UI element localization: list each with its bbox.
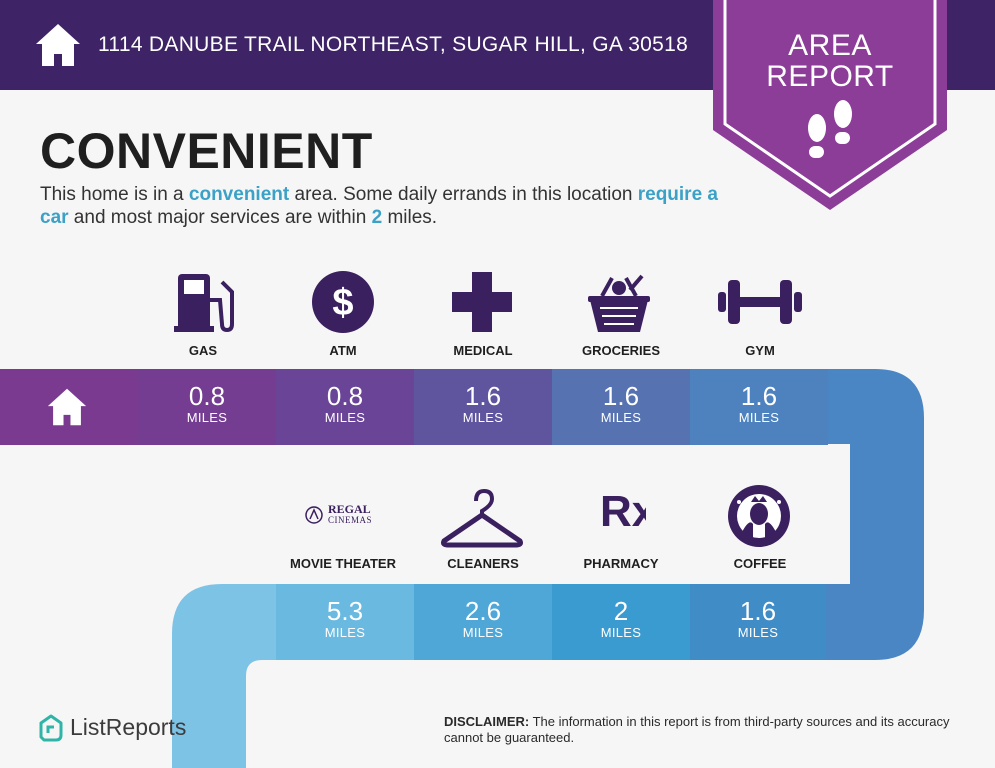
distance-cell-gas: 0.8 MILES — [138, 369, 276, 445]
gas-pump-icon — [174, 274, 234, 333]
amenity-label-cleaners: CLEANERS — [447, 556, 519, 571]
amenity-label-gym: GYM — [745, 343, 775, 358]
distance-cell-movie-theater: 5.3 MILES — [276, 584, 414, 660]
home-marker-icon — [47, 388, 87, 426]
page-title: CONVENIENT — [40, 123, 373, 179]
disclaimer: DISCLAIMER: The information in this repo… — [444, 714, 950, 745]
distance-band-row2: 5.3 MILES 2.6 MILES 2 MILES 1.6 MILES — [276, 584, 826, 660]
amenity-label-pharmacy: PHARMACY — [583, 556, 659, 571]
amenity-label-medical: MEDICAL — [453, 343, 513, 358]
amenity-label-gas: GAS — [188, 343, 218, 358]
distance-cell-groceries: 1.6 MILES — [552, 369, 690, 445]
grocery-basket-icon — [588, 274, 650, 332]
rx-icon: Rx — [600, 487, 646, 536]
listreports-logo-icon — [39, 714, 63, 742]
svg-text:Rx: Rx — [600, 487, 646, 536]
amenity-label-atm: ATM — [329, 343, 357, 358]
home-cell — [0, 369, 138, 445]
area-report-badge — [713, 0, 947, 210]
regal-cinemas-logo: REGAL CINEMAS — [304, 502, 384, 528]
home-icon — [36, 24, 80, 66]
area-report-label: AREA REPORT — [766, 29, 894, 93]
hanger-icon — [441, 488, 523, 548]
footprints-icon — [808, 100, 852, 158]
dumbbell-icon — [718, 280, 802, 324]
svg-text:$: $ — [332, 282, 353, 324]
distance-band-row1: 0.8 MILES 0.8 MILES 1.6 MILES 1.6 MILES 1.6 M… — [0, 369, 828, 445]
distance-cell-cleaners: 2.6 MILES — [414, 584, 552, 660]
medical-cross-icon — [452, 272, 512, 332]
distance-cell-coffee: 1.6 MILES — [690, 584, 826, 660]
amenity-label-groceries: GROCERIES — [581, 343, 660, 358]
distance-cell-pharmacy: 2 MILES — [552, 584, 690, 660]
amenity-label-coffee: COFFEE — [733, 556, 787, 571]
brand-name: ListReports — [70, 714, 187, 740]
dollar-icon: $ — [312, 271, 374, 333]
distance-cell-atm: 0.8 MILES — [276, 369, 414, 445]
distance-cell-gym: 1.6 MILES — [690, 369, 828, 445]
starbucks-logo — [728, 485, 790, 547]
property-address: 1114 DANUBE TRAIL NORTHEAST, SUGAR HILL,… — [98, 33, 689, 56]
description: This home is in a convenient area. Some … — [40, 184, 718, 228]
amenity-label-movie-theater: MOVIE THEATER — [290, 556, 396, 571]
distance-cell-medical: 1.6 MILES — [414, 369, 552, 445]
